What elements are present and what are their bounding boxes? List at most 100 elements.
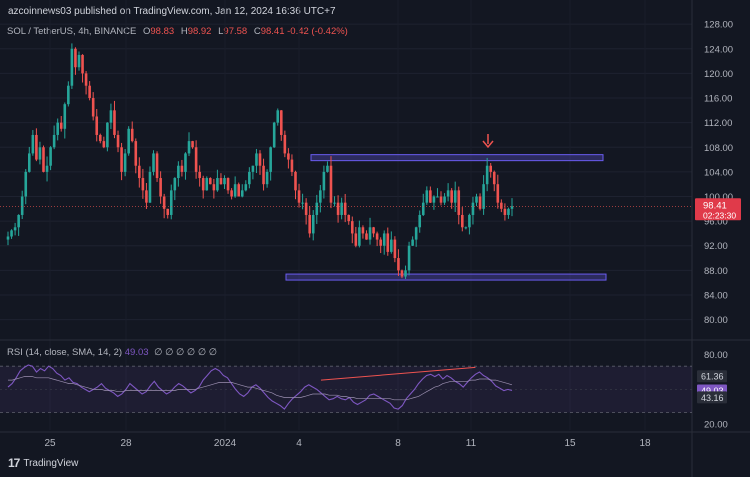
candle-body[interactable] xyxy=(148,171,152,203)
candle-body[interactable] xyxy=(184,153,187,172)
candle-body[interactable] xyxy=(116,134,120,148)
candle-body[interactable] xyxy=(368,227,372,240)
candle-body[interactable] xyxy=(347,214,351,222)
tradingview-brand[interactable]: TradingView xyxy=(23,457,79,469)
candle-body[interactable] xyxy=(450,190,453,203)
candle-body[interactable] xyxy=(290,159,294,172)
candle-body[interactable] xyxy=(38,147,42,160)
candle-body[interactable] xyxy=(421,202,425,215)
candle-body[interactable] xyxy=(244,184,248,191)
candle-body[interactable] xyxy=(17,214,20,228)
candle-body[interactable] xyxy=(503,208,507,215)
candle-body[interactable] xyxy=(411,239,414,246)
candle-body[interactable] xyxy=(113,110,116,135)
candle-body[interactable] xyxy=(13,227,17,231)
candle-body[interactable] xyxy=(6,236,10,240)
candle-body[interactable] xyxy=(265,171,269,185)
candle-body[interactable] xyxy=(134,141,138,166)
candle-body[interactable] xyxy=(457,190,461,215)
candle-body[interactable] xyxy=(336,202,340,215)
candle-body[interactable] xyxy=(319,190,322,203)
candle-body[interactable] xyxy=(350,221,354,234)
candle-body[interactable] xyxy=(201,178,205,191)
candle-body[interactable] xyxy=(475,196,478,203)
candle-body[interactable] xyxy=(152,153,155,172)
candle-body[interactable] xyxy=(375,233,379,240)
candle-body[interactable] xyxy=(240,190,244,197)
candle-body[interactable] xyxy=(226,178,230,191)
candle-body[interactable] xyxy=(468,214,471,228)
candle-body[interactable] xyxy=(255,153,258,166)
rsi-sma-line[interactable] xyxy=(8,376,513,401)
candle-body[interactable] xyxy=(429,190,432,203)
candle-body[interactable] xyxy=(52,134,56,148)
candle-body[interactable] xyxy=(219,178,223,185)
candle-body[interactable] xyxy=(138,165,141,179)
candle-body[interactable] xyxy=(361,227,365,234)
candle-body[interactable] xyxy=(81,54,84,74)
candle-body[interactable] xyxy=(478,196,482,209)
candle-body[interactable] xyxy=(308,214,311,234)
candle-body[interactable] xyxy=(276,110,280,123)
candle-body[interactable] xyxy=(258,153,262,166)
price-zone-support[interactable] xyxy=(285,273,607,281)
candle-body[interactable] xyxy=(194,147,198,172)
candle-body[interactable] xyxy=(84,73,88,86)
candle-body[interactable] xyxy=(95,116,99,135)
candle-body[interactable] xyxy=(223,178,226,185)
candle-body[interactable] xyxy=(461,214,464,228)
candle-body[interactable] xyxy=(333,202,336,204)
candle-body[interactable] xyxy=(301,202,304,204)
rsi-line[interactable] xyxy=(7,364,513,410)
candle-body[interactable] xyxy=(453,190,457,203)
candle-body[interactable] xyxy=(425,190,429,203)
candle-body[interactable] xyxy=(70,48,74,86)
candle-body[interactable] xyxy=(180,165,184,172)
candle-body[interactable] xyxy=(439,196,443,203)
candle-body[interactable] xyxy=(436,196,439,198)
rsi-title[interactable]: RSI (14, close, SMA, 14, 2) xyxy=(7,347,123,358)
price-zone-resistance[interactable] xyxy=(310,154,604,162)
rsi-divergence-line[interactable] xyxy=(320,366,476,381)
candle-body[interactable] xyxy=(365,233,368,240)
candle-body[interactable] xyxy=(49,147,52,166)
candle-body[interactable] xyxy=(31,134,35,154)
candle-body[interactable] xyxy=(88,85,91,99)
candle-body[interactable] xyxy=(489,165,493,172)
candle-body[interactable] xyxy=(145,190,148,203)
candle-body[interactable] xyxy=(10,230,13,237)
candle-body[interactable] xyxy=(191,141,194,148)
candle-body[interactable] xyxy=(379,239,382,246)
candle-body[interactable] xyxy=(386,233,390,252)
candle-body[interactable] xyxy=(177,165,180,179)
candle-body[interactable] xyxy=(233,184,237,197)
candle-body[interactable] xyxy=(187,141,191,154)
candle-body[interactable] xyxy=(304,202,308,215)
candle-body[interactable] xyxy=(98,134,102,142)
candle-body[interactable] xyxy=(248,171,251,185)
candle-body[interactable] xyxy=(372,227,375,234)
candle-body[interactable] xyxy=(407,245,411,271)
candle-body[interactable] xyxy=(482,184,485,209)
candle-body[interactable] xyxy=(262,165,265,185)
candle-body[interactable] xyxy=(326,165,329,172)
candle-body[interactable] xyxy=(166,208,170,215)
candle-body[interactable] xyxy=(354,233,358,246)
candle-body[interactable] xyxy=(141,178,145,191)
candle-body[interactable] xyxy=(251,165,255,172)
candle-body[interactable] xyxy=(20,196,24,215)
candle-body[interactable] xyxy=(123,153,127,172)
candle-body[interactable] xyxy=(198,171,201,179)
candle-body[interactable] xyxy=(162,196,166,209)
candle-body[interactable] xyxy=(279,110,283,135)
candle-body[interactable] xyxy=(400,270,404,277)
candle-body[interactable] xyxy=(173,178,177,191)
candle-body[interactable] xyxy=(500,202,503,209)
candle-body[interactable] xyxy=(159,178,162,197)
candle-body[interactable] xyxy=(205,178,209,191)
candle-body[interactable] xyxy=(471,202,475,215)
candle-body[interactable] xyxy=(74,48,77,68)
candle-body[interactable] xyxy=(155,153,159,179)
candle-body[interactable] xyxy=(340,202,343,215)
